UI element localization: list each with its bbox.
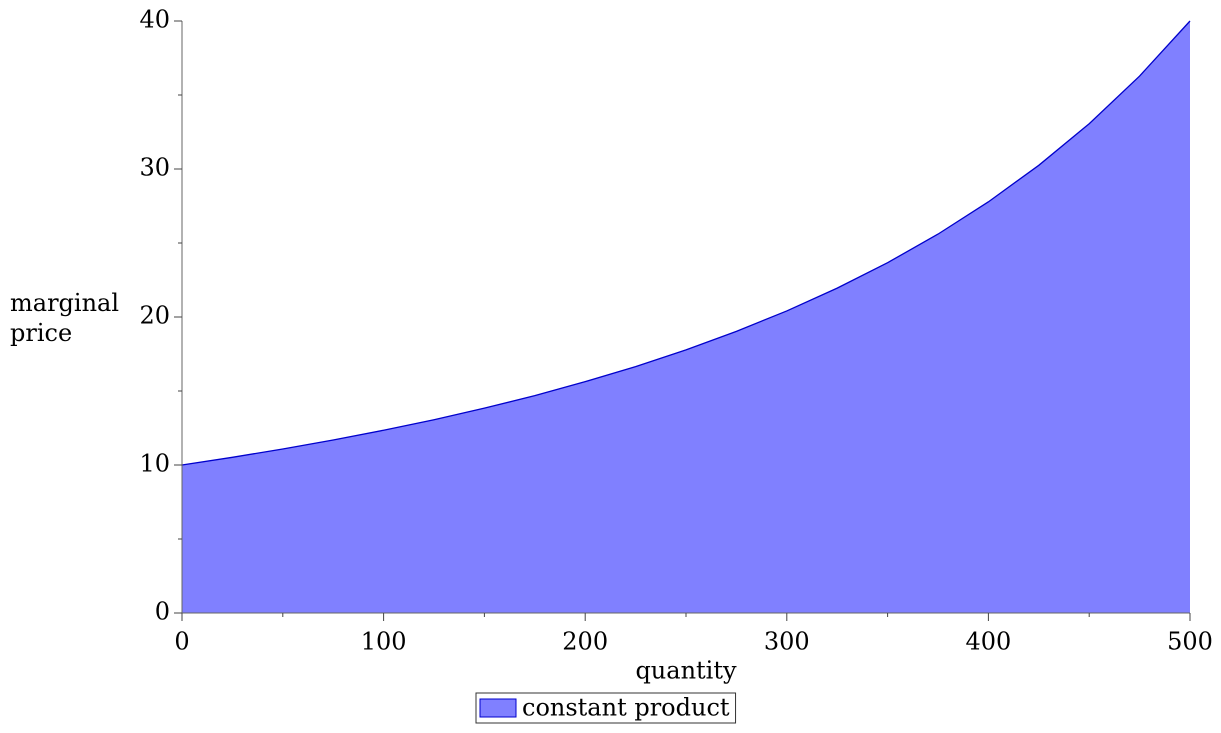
y-tick-label: 20 [139, 302, 170, 330]
x-tick-label: 0 [174, 628, 189, 656]
y-tick-label: 30 [139, 154, 170, 182]
x-tick-label: 100 [361, 628, 407, 656]
x-tick-label: 300 [764, 628, 810, 656]
x-tick-label: 200 [562, 628, 608, 656]
x-tick-label: 500 [1167, 628, 1213, 656]
y-tick-label: 0 [155, 598, 170, 626]
area-line [181, 20, 1191, 466]
x-axis-label: quantity [635, 657, 737, 685]
area [182, 21, 1190, 613]
y-tick-label: 40 [139, 6, 170, 34]
legend-box [475, 692, 737, 724]
legend-swatch [479, 698, 517, 718]
x-tick-label: 400 [965, 628, 1011, 656]
y-axis-label: marginal price [10, 289, 120, 347]
y-tick-label: 10 [139, 450, 170, 478]
legend-label: constant product [522, 694, 730, 722]
